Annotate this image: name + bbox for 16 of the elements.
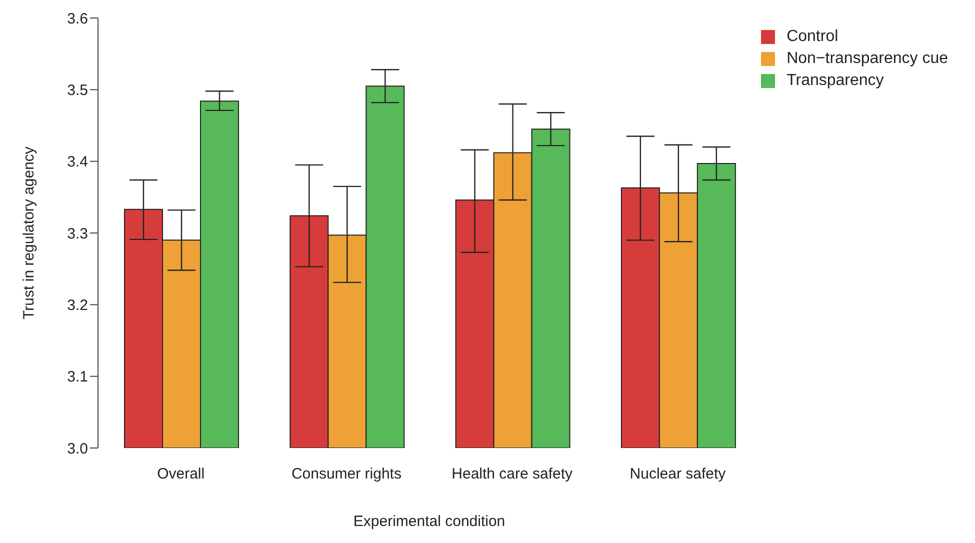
y-tick-label: 3.2 — [67, 296, 88, 314]
legend-label: Transparency — [786, 72, 884, 89]
y-axis-title: Trust in regulatory agency — [20, 146, 38, 320]
y-tick-label: 3.0 — [67, 440, 88, 458]
y-tick-label: 3.3 — [67, 225, 88, 242]
x-tick-label: Consumer rights — [291, 466, 402, 483]
y-tick-label: 3.5 — [67, 82, 88, 99]
legend-label: Control — [786, 28, 838, 45]
y-tick-label: 3.6 — [67, 10, 88, 28]
x-tick-label: Nuclear safety — [630, 466, 726, 483]
legend-label: Non−transparency cue — [786, 50, 948, 67]
y-tick-label: 3.4 — [67, 154, 88, 171]
x-tick-label: Health care safety — [452, 466, 574, 483]
x-axis-title: Experimental condition — [353, 513, 506, 530]
x-tick-label: Overall — [157, 466, 205, 483]
y-tick-label: 3.1 — [67, 368, 88, 386]
